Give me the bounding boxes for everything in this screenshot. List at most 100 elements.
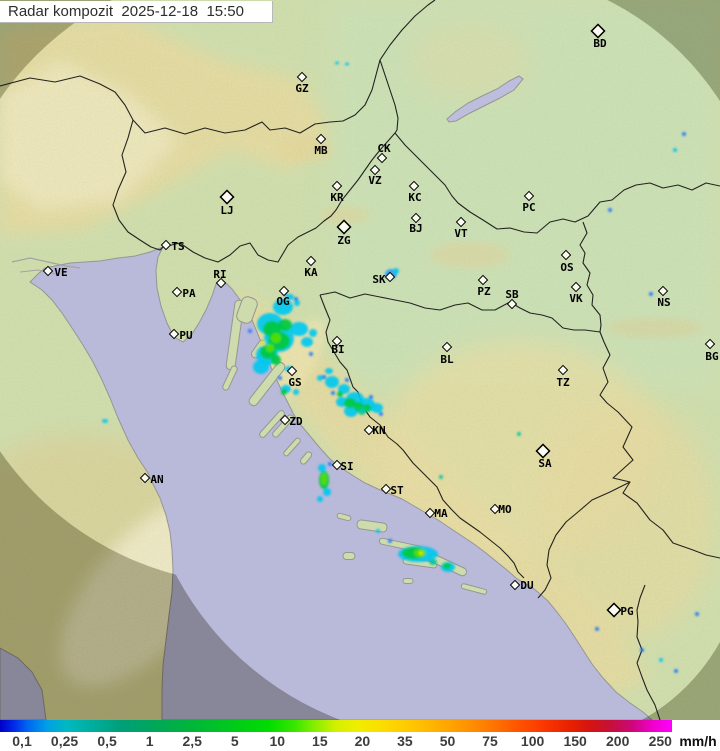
echo-cell [286,294,294,300]
echo-cell [294,300,300,306]
echo-cell [429,559,437,565]
station-label-PZ: PZ [477,285,491,298]
station-marker-BJ [410,212,422,224]
legend-unit: mm/h [679,733,717,749]
echo-cell [301,337,313,347]
station-marker-BI [331,335,343,347]
station-marker-SA [535,443,551,459]
echo-cell [281,389,287,395]
echo-cell [649,292,653,296]
station-label-VE: VE [54,266,67,279]
station-label-SI: SI [340,460,353,473]
echo-cell [379,412,383,416]
radar-map: BD GZ MB CK VZ KR KC LJ ZG BJ VT PC TS OS VE RI KA SK PA PZ… [0,0,720,720]
station-marker-AN [139,472,151,484]
echo-cell [344,398,356,408]
station-marker-PU [168,328,180,340]
station-marker-PA [171,286,183,298]
station-label-OG: OG [276,295,290,308]
station-label-BJ: BJ [409,222,422,235]
echo-cell [325,376,339,388]
echo-cell [318,464,326,472]
out-of-range-shade [0,0,720,720]
station-label-LJ: LJ [220,204,233,217]
map-title: Radar kompozit 2025-12-18 15:50 [8,3,244,20]
station-marker-VT [455,216,467,228]
legend-color-scale [0,720,672,732]
station-label-VT: VT [454,227,468,240]
station-label-RI: RI [213,268,226,281]
station-label-DU: DU [520,579,534,592]
echo-cell [278,376,282,380]
station-marker-TS [160,239,172,251]
station-label-VK: VK [569,292,583,305]
echo-cell [273,299,293,315]
legend-tick-14: 200 [606,733,630,749]
echo-cell [290,322,308,336]
echo-cell [388,539,392,543]
station-label-VZ: VZ [368,174,382,187]
station-marker-KR [331,180,343,192]
echo-cell [674,669,678,673]
legend-tick-13: 150 [563,733,587,749]
echo-cell [323,488,331,496]
echo-cell [322,375,326,379]
legend-tick-15: 250 [648,733,672,749]
echo-cell [345,62,349,66]
echo-cell [325,368,333,374]
legend-tick-3: 1 [145,733,154,749]
legend-tick-8: 20 [354,733,371,749]
echo-cell [335,61,339,65]
station-marker-ST [380,483,392,495]
echo-cell [418,551,424,555]
station-marker-KA [305,255,317,267]
station-marker-BL [441,341,453,353]
station-label-MB: MB [314,144,328,157]
echo-cell [369,395,373,399]
echo-cell [260,340,266,346]
station-marker-BD [590,23,606,39]
station-marker-DU [509,579,521,591]
station-marker-ZD [279,414,291,426]
station-label-GS: GS [288,376,301,389]
echo-cell [253,360,269,374]
station-marker-PG [606,602,622,618]
station-label-OS: OS [560,261,573,274]
station-label-SK: SK [372,273,386,286]
echo-cell [439,475,443,479]
echo-cell [682,132,686,136]
echo-cell [358,407,366,415]
station-marker-VE [42,265,54,277]
station-label-AN: AN [150,473,163,486]
station-marker-MA [424,507,436,519]
station-layer: BD GZ MB CK VZ KR KC LJ ZG BJ VT PC TS OS VE RI KA SK PA PZ… [42,23,719,618]
station-label-PA: PA [182,287,196,300]
legend-tick-7: 15 [312,733,328,749]
echo-cell [608,208,612,212]
echo-cell [321,473,327,485]
echo-cell [376,529,380,533]
station-label-TS: TS [171,240,184,253]
legend-tick-6: 10 [269,733,286,749]
station-marker-VZ [369,164,381,176]
station-label-KR: KR [330,191,344,204]
station-marker-KN [363,424,375,436]
station-marker-LJ [219,189,235,205]
station-marker-VK [570,281,582,293]
station-marker-RI [215,277,227,289]
station-label-PU: PU [179,329,193,342]
echo-cell [331,391,335,395]
country-borders [0,0,720,720]
echo-cell [345,378,349,382]
station-marker-PZ [477,274,489,286]
echo-cell [309,352,313,356]
station-marker-BG [704,338,716,350]
station-label-PG: PG [620,605,634,618]
station-label-NS: NS [657,296,670,309]
echo-cell [640,648,644,652]
echo-cell [393,268,399,274]
legend-tick-1: 0,25 [50,733,79,749]
echo-cell [294,297,298,301]
station-marker-MO [489,503,501,515]
